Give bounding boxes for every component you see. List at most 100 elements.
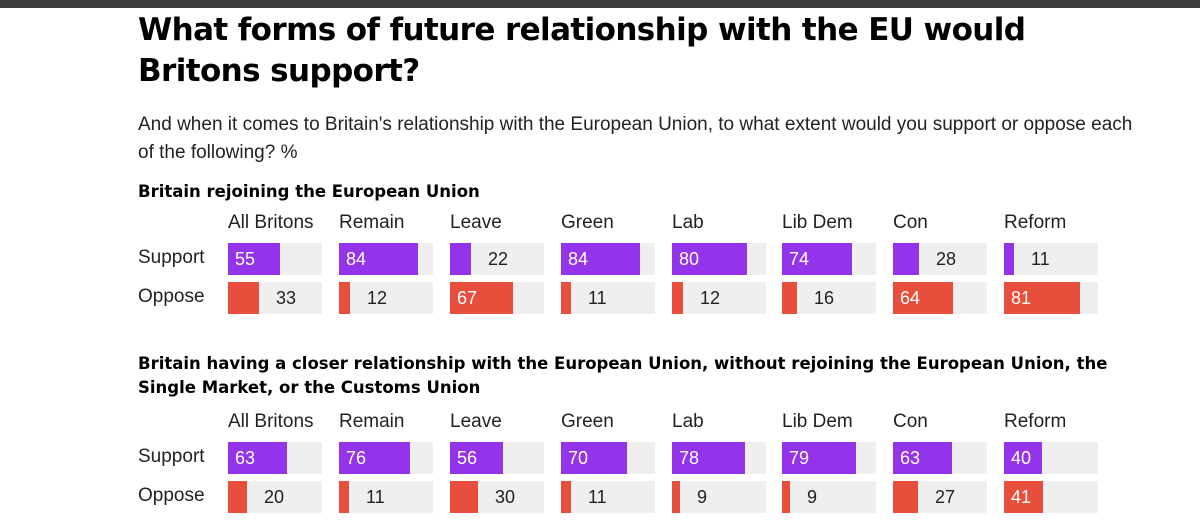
data-label: 81 bbox=[1011, 288, 1032, 308]
row-label-support: Support bbox=[138, 247, 205, 268]
bar-support bbox=[893, 442, 952, 474]
data-label: 78 bbox=[679, 448, 700, 468]
column-header: Reform bbox=[1004, 411, 1067, 432]
bar-support bbox=[1004, 243, 1014, 275]
data-label: 64 bbox=[900, 288, 921, 308]
data-label: 11 bbox=[588, 288, 607, 308]
bar-support bbox=[1004, 442, 1042, 474]
data-label: 12 bbox=[700, 288, 721, 308]
bar-track: 9 bbox=[672, 481, 766, 513]
section-title: Britain having a closer relationship wit… bbox=[138, 354, 1108, 397]
bar-track: 12 bbox=[672, 282, 766, 314]
data-label: 9 bbox=[697, 487, 708, 507]
column-header: Leave bbox=[450, 411, 502, 432]
data-label: 70 bbox=[568, 448, 589, 468]
column-header: Lib Dem bbox=[782, 411, 853, 432]
bar-support bbox=[228, 243, 280, 275]
column-header: Remain bbox=[339, 212, 405, 233]
bar-track: 78 bbox=[672, 442, 766, 474]
data-label: 84 bbox=[346, 249, 367, 269]
bar-oppose bbox=[450, 481, 478, 513]
top-bar bbox=[0, 0, 1200, 8]
bar-track: 30 bbox=[450, 481, 544, 513]
bar-track: 11 bbox=[561, 282, 655, 314]
bar-track: 76 bbox=[339, 442, 433, 474]
data-label: 63 bbox=[235, 448, 256, 468]
bar-support bbox=[782, 243, 852, 275]
bar-track: 63 bbox=[228, 442, 322, 474]
data-label: 12 bbox=[367, 288, 388, 308]
column-header: Lab bbox=[672, 212, 704, 233]
chart-title: What forms of future relationship with t… bbox=[138, 12, 1026, 89]
bar-track: 56 bbox=[450, 442, 544, 474]
data-label: 28 bbox=[936, 249, 957, 269]
data-label: 11 bbox=[1031, 249, 1050, 269]
data-label: 27 bbox=[935, 487, 956, 507]
bar-track: 28 bbox=[893, 243, 987, 275]
bar-track: 20 bbox=[228, 481, 322, 513]
bar-track: 41 bbox=[1004, 481, 1098, 513]
data-label: 16 bbox=[814, 288, 835, 308]
row-label-oppose: Oppose bbox=[138, 286, 205, 307]
bar-support bbox=[228, 442, 287, 474]
bar-oppose bbox=[561, 481, 571, 513]
data-label: 30 bbox=[495, 487, 516, 507]
bar-track: 84 bbox=[339, 243, 433, 275]
bar-oppose bbox=[339, 282, 350, 314]
column-header: Leave bbox=[450, 212, 502, 233]
bar-oppose bbox=[893, 481, 918, 513]
bar-oppose bbox=[228, 282, 259, 314]
column-header: Lab bbox=[672, 411, 704, 432]
bar-track: 79 bbox=[782, 442, 876, 474]
bar-support bbox=[672, 442, 745, 474]
section-title: Britain rejoining the European Union bbox=[138, 182, 480, 201]
bar-track: 63 bbox=[893, 442, 987, 474]
bar-track: 67 bbox=[450, 282, 544, 314]
bar-track: 70 bbox=[561, 442, 655, 474]
bar-track: 11 bbox=[561, 481, 655, 513]
data-label: 74 bbox=[789, 249, 810, 269]
bar-track: 12 bbox=[339, 282, 433, 314]
column-header: All Britons bbox=[228, 212, 314, 233]
data-label: 33 bbox=[276, 288, 297, 308]
column-header: Remain bbox=[339, 411, 405, 432]
data-label: 80 bbox=[679, 249, 700, 269]
column-header: All Britons bbox=[228, 411, 314, 432]
bar-oppose bbox=[672, 282, 683, 314]
bar-track: 11 bbox=[1004, 243, 1098, 275]
column-header: Green bbox=[561, 411, 614, 432]
bar-oppose bbox=[339, 481, 349, 513]
bar-track: 81 bbox=[1004, 282, 1098, 314]
bar-support bbox=[339, 243, 418, 275]
chart-subtitle: And when it comes to Britain's relations… bbox=[138, 114, 1133, 163]
data-label: 22 bbox=[488, 249, 509, 269]
column-header: Con bbox=[893, 411, 928, 432]
data-label: 55 bbox=[235, 249, 256, 269]
bar-support bbox=[561, 442, 627, 474]
bar-track: 55 bbox=[228, 243, 322, 275]
bar-support bbox=[450, 243, 471, 275]
bar-oppose bbox=[672, 481, 680, 513]
bar-oppose bbox=[450, 282, 513, 314]
data-label: 11 bbox=[588, 487, 607, 507]
row-label-support: Support bbox=[138, 446, 205, 467]
bar-oppose bbox=[228, 481, 247, 513]
bar-track: 80 bbox=[672, 243, 766, 275]
column-header: Green bbox=[561, 212, 614, 233]
column-header: Reform bbox=[1004, 212, 1067, 233]
bar-oppose bbox=[893, 282, 953, 314]
bar-support bbox=[782, 442, 856, 474]
bar-track: 74 bbox=[782, 243, 876, 275]
data-label: 40 bbox=[1011, 448, 1032, 468]
bar-support bbox=[561, 243, 640, 275]
data-label: 67 bbox=[457, 288, 478, 308]
bar-track: 33 bbox=[228, 282, 322, 314]
data-label: 76 bbox=[346, 448, 367, 468]
data-label: 63 bbox=[900, 448, 921, 468]
data-label: 84 bbox=[568, 249, 589, 269]
bar-oppose bbox=[1004, 282, 1080, 314]
bar-support bbox=[672, 243, 747, 275]
bar-support bbox=[339, 442, 410, 474]
bar-track: 9 bbox=[782, 481, 876, 513]
bar-track: 16 bbox=[782, 282, 876, 314]
